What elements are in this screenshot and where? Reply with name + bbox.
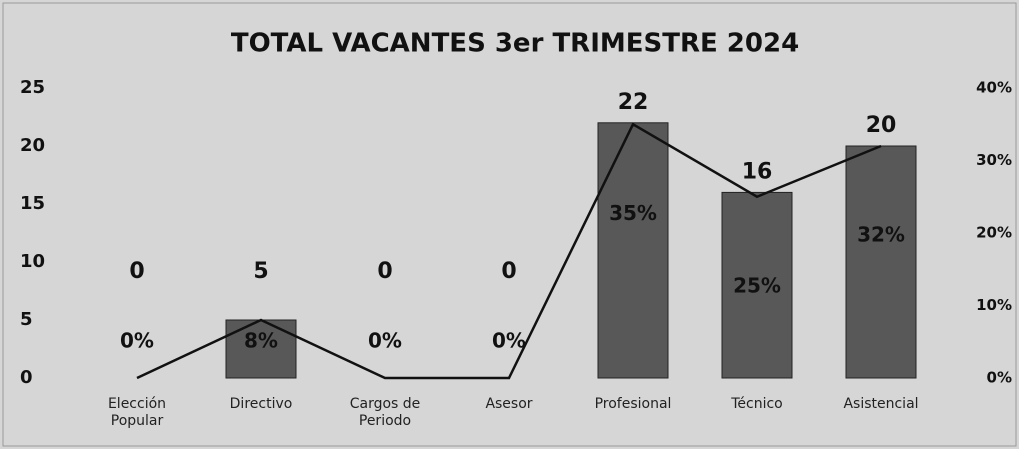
- bar-value-label: 0: [501, 259, 516, 284]
- line-value-label: 0%: [120, 329, 154, 353]
- bar-value-label: 5: [253, 259, 268, 284]
- x-tick-label: Cargos de Periodo: [349, 396, 421, 429]
- bar-value-label: 16: [742, 159, 773, 184]
- bar: [845, 145, 917, 379]
- y2-tick-label: 30%: [976, 151, 1012, 169]
- bar: [721, 191, 793, 379]
- x-tick-label: Elección Popular: [107, 396, 167, 429]
- x-tick-label: Técnico: [731, 396, 783, 412]
- x-tick-label: Directivo: [229, 396, 293, 412]
- line-value-label: 35%: [609, 201, 657, 225]
- y-tick-label: 25: [20, 77, 45, 98]
- x-tick-label: Asistencial: [843, 396, 919, 412]
- bar: [597, 122, 669, 379]
- line: [136, 122, 882, 380]
- y-tick-label: 0: [20, 367, 33, 388]
- line-value-label: 0%: [368, 329, 402, 353]
- line-value-label: 8%: [244, 329, 278, 353]
- bar-value-label: 22: [618, 90, 649, 115]
- y2-tick-label: 0%: [987, 369, 1012, 387]
- line-value-label: 25%: [733, 273, 781, 297]
- y-tick-label: 20: [20, 135, 45, 156]
- y2-tick-label: 40%: [976, 79, 1012, 97]
- x-tick-label: Asesor: [485, 396, 533, 412]
- x-tick-label: Profesional: [594, 396, 672, 412]
- y-tick-label: 5: [20, 309, 33, 330]
- bar-value-label: 0: [377, 259, 392, 284]
- line-value-label: 32%: [857, 223, 905, 247]
- y-tick-label: 15: [20, 193, 45, 214]
- chart-title: TOTAL VACANTES 3er TRIMESTRE 2024: [231, 29, 799, 59]
- y2-tick-label: 20%: [976, 224, 1012, 242]
- line-value-label: 0%: [492, 329, 526, 353]
- y-tick-label: 10: [20, 251, 45, 272]
- y2-tick-label: 10%: [976, 296, 1012, 314]
- bar-value-label: 20: [866, 113, 897, 138]
- bar-value-label: 0: [129, 259, 144, 284]
